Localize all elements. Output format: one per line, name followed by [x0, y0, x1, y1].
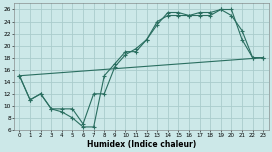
X-axis label: Humidex (Indice chaleur): Humidex (Indice chaleur) [87, 140, 196, 149]
